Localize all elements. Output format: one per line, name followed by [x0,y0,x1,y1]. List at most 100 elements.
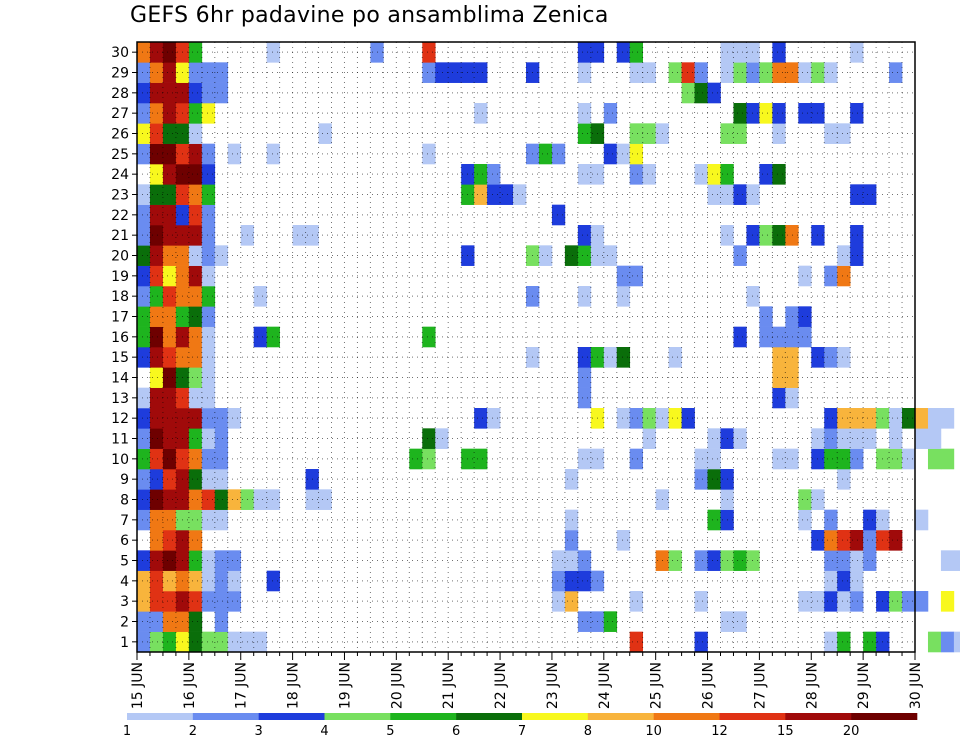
heatmap-cell [668,408,682,429]
heatmap-cell [538,143,553,165]
heatmap-cell [201,286,216,307]
heatmap-cell [201,143,216,165]
cells-layer [137,42,960,653]
heatmap-cell [772,387,786,409]
heatmap-cell [551,591,566,612]
chart-title: GEFS 6hr padavine po ansamblima Zenica [130,3,609,28]
heatmap-cell [266,570,280,592]
heatmap-cell [188,550,203,571]
heatmap-cell [798,509,812,531]
heatmap-cell [759,326,773,348]
heatmap-cell [201,62,216,83]
heatmap-cell [850,42,864,63]
heatmap-cell [564,591,579,612]
heatmap-cell [824,570,838,592]
heatmap-cell [850,245,864,266]
heatmap-cell [863,550,877,571]
colorbar-swatch [587,713,654,720]
colorbar-label: 1 [123,724,131,739]
heatmap-cell [577,550,592,571]
heatmap-cell [629,143,643,165]
heatmap-cell [785,62,799,83]
heatmap-cell [837,347,851,368]
heatmap-cell [162,631,177,653]
heatmap-cell [162,570,177,592]
heatmap-cell [577,62,592,83]
heatmap-cell [889,428,903,449]
heatmap-cell [824,550,838,571]
heatmap-cell [824,428,838,449]
heatmap-cell [772,225,786,246]
heatmap-cell [629,265,643,287]
heatmap-cell [201,570,216,592]
heatmap-cell [733,103,747,124]
heatmap-cell [616,408,631,429]
heatmap-cell [798,103,812,124]
heatmap-cell [746,42,760,63]
heatmap-cell [227,408,242,429]
heatmap-cell [746,103,760,124]
heatmap-cell [642,123,656,144]
heatmap-cell [642,62,656,83]
heatmap-cell [629,123,643,144]
heatmap-cell [162,225,177,246]
heatmap-cell [266,42,280,63]
colorbar-swatch [456,713,523,720]
heatmap-cell [746,550,760,571]
heatmap-cell [772,42,786,63]
heatmap-cell [162,245,177,266]
heatmap-cell [785,448,799,470]
heatmap-cell [603,103,618,124]
heatmap-cell [137,103,151,124]
heatmap-cell [733,550,747,571]
heatmap-cell [668,62,682,83]
heatmap-cell [149,570,164,592]
heatmap-cell [487,164,501,185]
heatmap-cell [759,225,773,246]
y-tick-label: 1 [120,635,129,651]
heatmap-cell [318,489,332,510]
heatmap-cell [694,631,708,653]
heatmap-cell [668,347,682,368]
heatmap-cell [824,509,838,531]
heatmap-cell [474,164,488,185]
heatmap-cell [694,591,708,612]
heatmap-cell [149,367,164,388]
heatmap-cell [214,509,229,531]
heatmap-cell [642,428,656,449]
heatmap-cell [422,42,436,63]
heatmap-cell [137,591,151,612]
y-tick-label: 26 [111,127,129,143]
colorbar-label: 5 [386,724,394,739]
heatmap-cell [201,509,216,531]
heatmap-cell [694,448,708,470]
heatmap-cell [162,306,177,327]
heatmap-cell [707,448,721,470]
heatmap-cell [188,570,203,592]
heatmap-cell [214,550,229,571]
colorbar-label: 8 [584,724,592,739]
heatmap-cell [681,82,695,104]
heatmap-cell [188,164,203,185]
y-tick-label: 15 [111,350,129,366]
heatmap-cell [564,509,579,531]
heatmap-cell [201,591,216,612]
heatmap-cell [137,82,151,104]
heatmap-cell [603,611,618,632]
heatmap-cell [551,570,566,592]
heatmap-cell [201,225,216,246]
x-tick-label: 20 JUN [389,662,405,709]
heatmap-cell [201,489,216,510]
heatmap-cell [201,306,216,327]
heatmap-cell [162,408,177,429]
heatmap-cell [266,489,280,510]
heatmap-cell [188,448,203,470]
heatmap-cell [214,245,229,266]
heatmap-cell [201,347,216,368]
heatmap-cell [188,286,203,307]
heatmap-cell [824,265,838,287]
heatmap-cell [137,286,151,307]
heatmap-cell [188,408,203,429]
heatmap-cell [927,408,942,429]
colorbar-label: 7 [518,724,526,739]
